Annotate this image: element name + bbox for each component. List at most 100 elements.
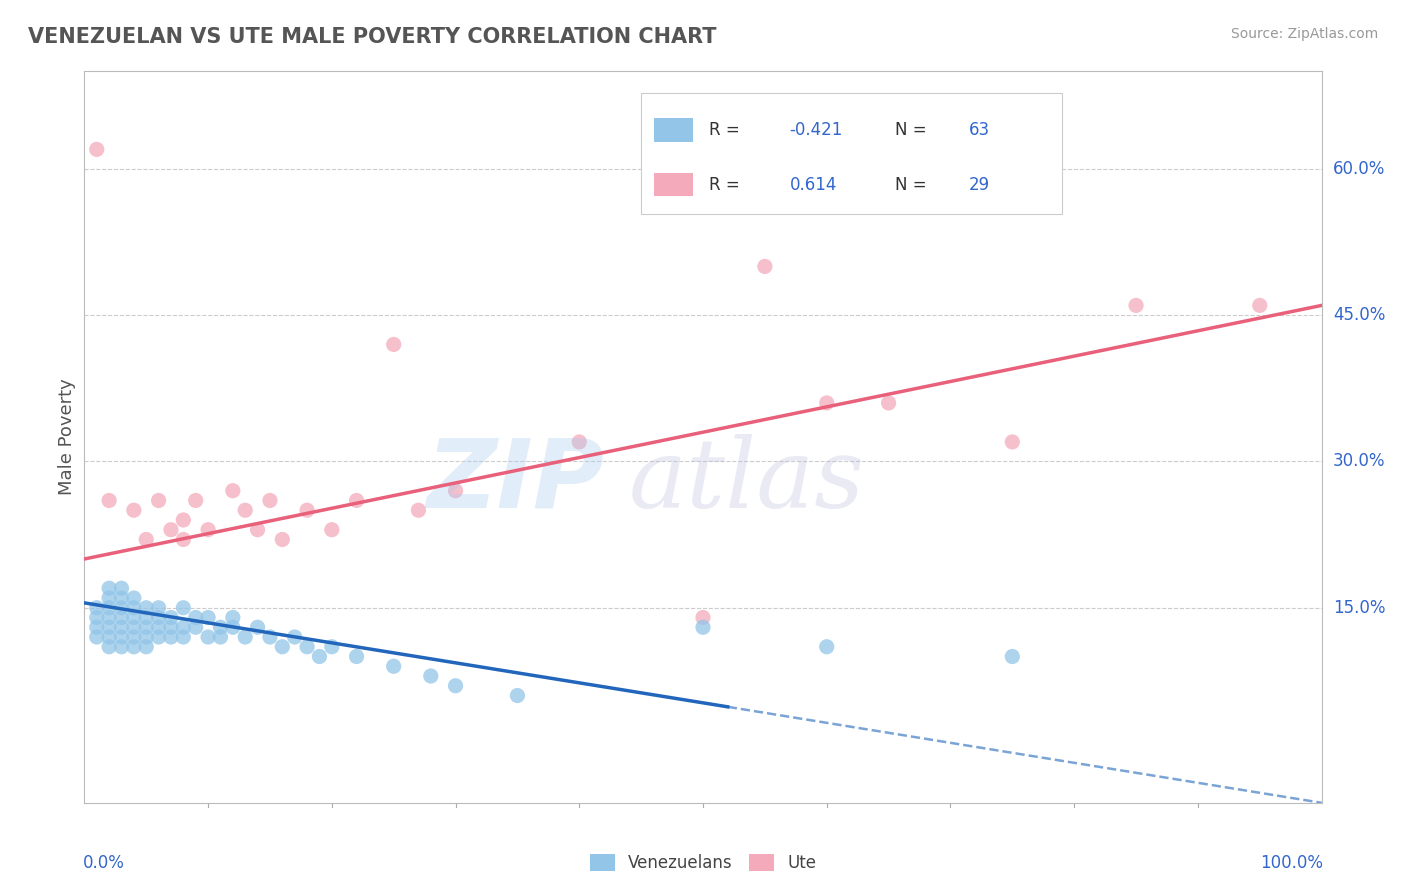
Point <box>122 503 145 517</box>
FancyBboxPatch shape <box>641 94 1062 214</box>
Point <box>444 679 467 693</box>
Point <box>86 142 108 156</box>
Point <box>148 493 170 508</box>
Point <box>98 620 121 634</box>
Text: 60.0%: 60.0% <box>1333 160 1385 178</box>
Text: ZIP: ZIP <box>426 434 605 527</box>
Point <box>148 630 170 644</box>
Point <box>122 630 145 644</box>
Text: 0.0%: 0.0% <box>83 854 125 872</box>
Point <box>877 396 900 410</box>
Point <box>246 523 269 537</box>
Point <box>86 620 108 634</box>
Point <box>346 649 368 664</box>
Text: 30.0%: 30.0% <box>1333 452 1385 470</box>
Point <box>271 640 294 654</box>
Point <box>815 640 838 654</box>
Point <box>86 610 108 624</box>
Point <box>197 610 219 624</box>
Point <box>135 630 157 644</box>
Point <box>122 600 145 615</box>
Point <box>1001 434 1024 449</box>
Point <box>122 591 145 605</box>
Point <box>382 337 405 351</box>
Point <box>209 620 232 634</box>
Point <box>233 503 256 517</box>
Text: 100.0%: 100.0% <box>1260 854 1323 872</box>
Point <box>172 600 194 615</box>
Legend: Venezuelans, Ute: Venezuelans, Ute <box>583 847 823 879</box>
Point <box>1125 298 1147 312</box>
Point <box>172 533 194 547</box>
Point <box>110 630 132 644</box>
Point <box>321 523 343 537</box>
Text: 15.0%: 15.0% <box>1333 599 1385 616</box>
Point <box>148 600 170 615</box>
Point <box>135 620 157 634</box>
Text: Source: ZipAtlas.com: Source: ZipAtlas.com <box>1230 27 1378 41</box>
Point <box>98 640 121 654</box>
Point <box>284 630 307 644</box>
Text: N =: N = <box>894 121 927 139</box>
Text: R =: R = <box>709 176 740 194</box>
Point <box>246 620 269 634</box>
Point <box>148 620 170 634</box>
Text: 0.614: 0.614 <box>790 176 837 194</box>
Point <box>184 493 207 508</box>
Text: 29: 29 <box>969 176 990 194</box>
Point <box>110 640 132 654</box>
Y-axis label: Male Poverty: Male Poverty <box>58 379 76 495</box>
Point <box>295 640 318 654</box>
Bar <box>654 173 693 196</box>
Point <box>419 669 441 683</box>
Point <box>135 610 157 624</box>
Point <box>295 503 318 517</box>
Point <box>222 610 245 624</box>
Point <box>222 620 245 634</box>
Point <box>197 630 219 644</box>
Point <box>110 620 132 634</box>
Point <box>692 610 714 624</box>
Point <box>259 630 281 644</box>
Point <box>197 523 219 537</box>
Point <box>110 610 132 624</box>
Text: R =: R = <box>709 121 740 139</box>
Point <box>184 620 207 634</box>
Point <box>382 659 405 673</box>
Point <box>122 620 145 634</box>
Point <box>122 640 145 654</box>
Text: atlas: atlas <box>628 434 865 528</box>
Point <box>568 434 591 449</box>
Point <box>122 610 145 624</box>
Point <box>160 610 183 624</box>
Point <box>172 513 194 527</box>
Point <box>233 630 256 644</box>
Text: -0.421: -0.421 <box>790 121 844 139</box>
Point <box>754 260 776 274</box>
Point <box>172 620 194 634</box>
Point <box>98 630 121 644</box>
Text: VENEZUELAN VS UTE MALE POVERTY CORRELATION CHART: VENEZUELAN VS UTE MALE POVERTY CORRELATI… <box>28 27 717 46</box>
Text: N =: N = <box>894 176 927 194</box>
Point <box>184 610 207 624</box>
Point <box>506 689 529 703</box>
Bar <box>654 118 693 142</box>
Point <box>135 640 157 654</box>
Point <box>98 600 121 615</box>
Point <box>110 581 132 595</box>
Point <box>172 630 194 644</box>
Point <box>110 600 132 615</box>
Point <box>160 523 183 537</box>
Point <box>1249 298 1271 312</box>
Text: 63: 63 <box>969 121 990 139</box>
Point <box>98 493 121 508</box>
Point <box>98 610 121 624</box>
Point <box>209 630 232 644</box>
Point <box>815 396 838 410</box>
Point <box>160 620 183 634</box>
Point <box>135 533 157 547</box>
Point <box>444 483 467 498</box>
Point <box>86 600 108 615</box>
Point <box>259 493 281 508</box>
Point <box>346 493 368 508</box>
